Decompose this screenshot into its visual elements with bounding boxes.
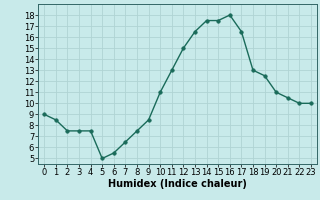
X-axis label: Humidex (Indice chaleur): Humidex (Indice chaleur) (108, 179, 247, 189)
